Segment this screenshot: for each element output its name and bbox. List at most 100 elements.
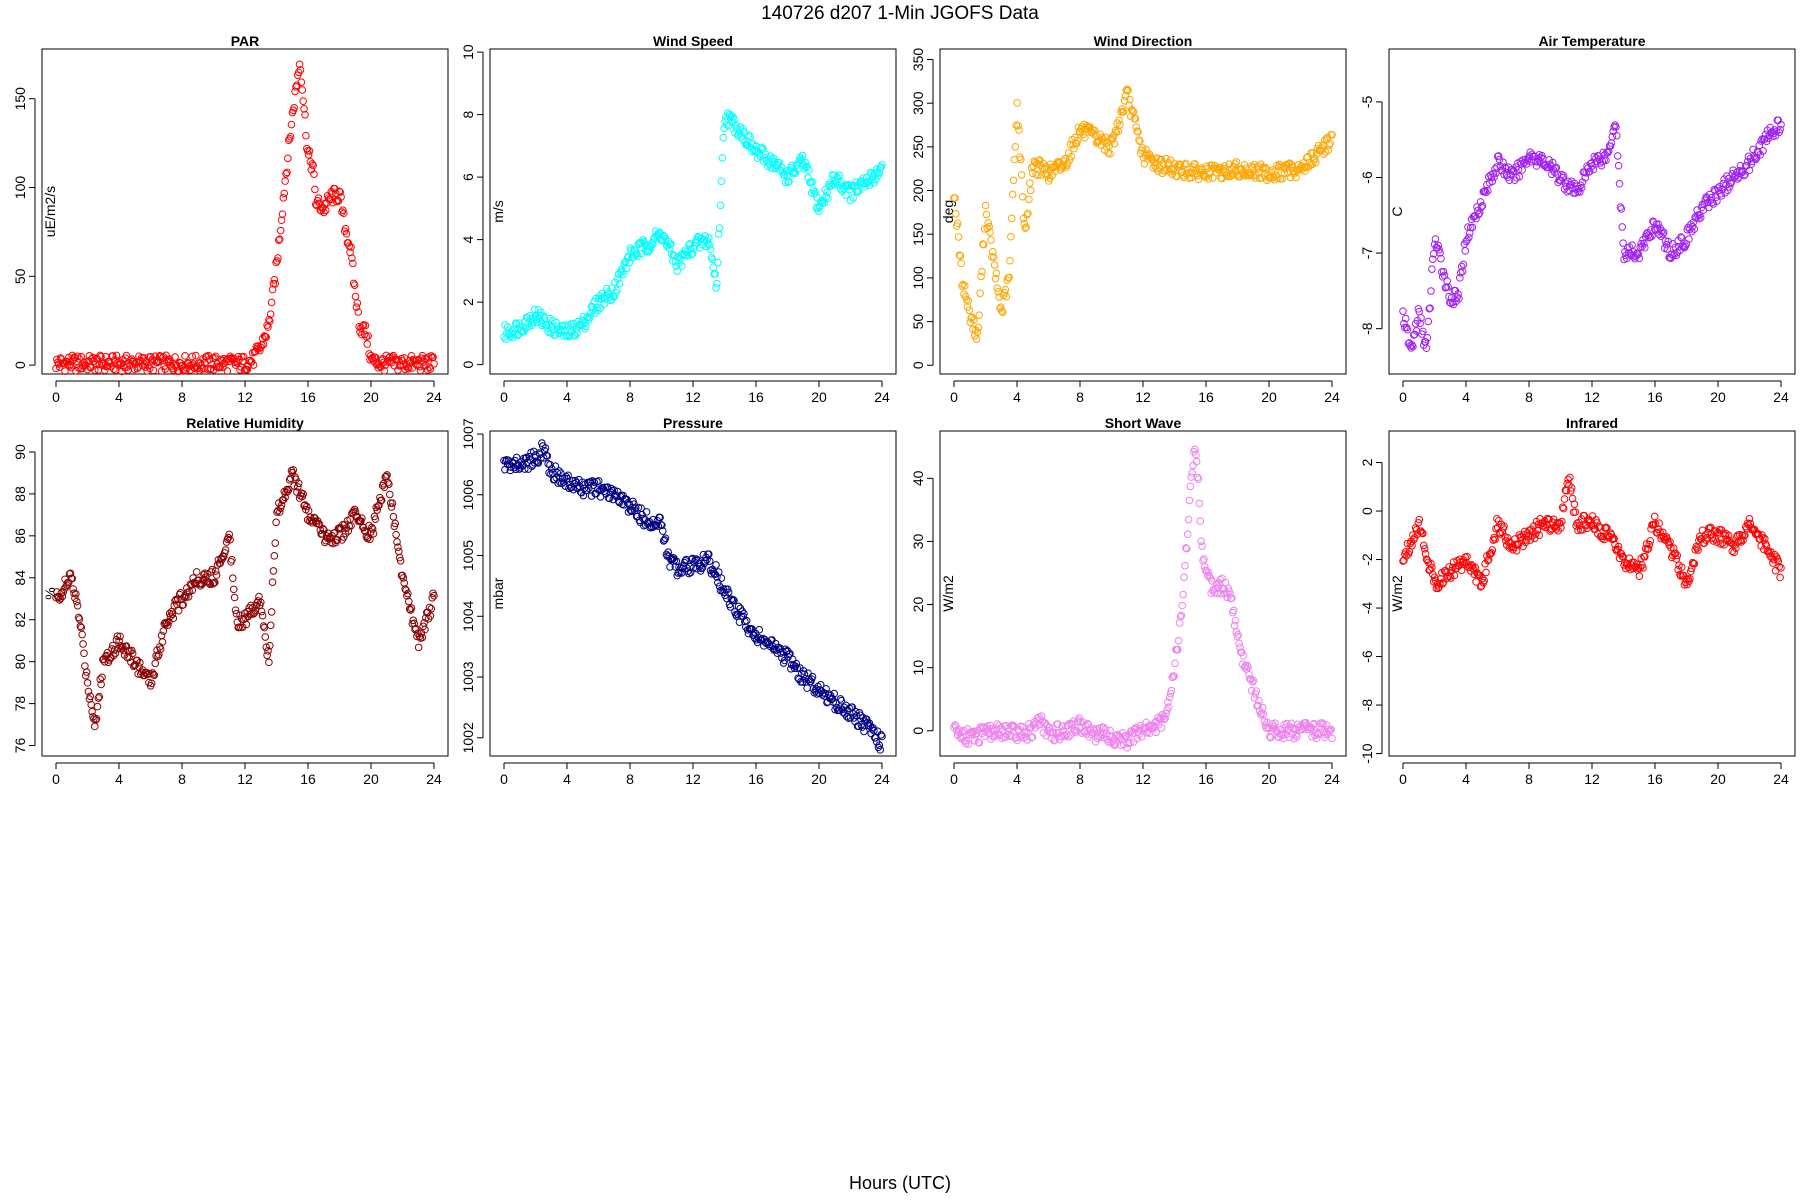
data-point — [1603, 524, 1611, 532]
x-tick-label: 0 — [1399, 389, 1407, 405]
data-point — [742, 616, 751, 625]
x-tick-label: 8 — [1076, 389, 1084, 405]
data-point — [1265, 732, 1274, 741]
y-tick-label: 300 — [910, 91, 926, 115]
data-point — [970, 316, 978, 324]
data-point — [1671, 549, 1680, 558]
data-point — [1657, 232, 1665, 240]
data-point — [1635, 254, 1644, 263]
data-point — [352, 303, 361, 311]
data-point — [555, 467, 563, 475]
data-point — [266, 317, 274, 326]
data-point — [1762, 542, 1771, 550]
data-point — [594, 477, 603, 485]
data-point — [777, 649, 785, 657]
data-point — [1058, 722, 1067, 730]
data-point — [1011, 143, 1020, 151]
data-point — [263, 651, 271, 660]
data-point — [1311, 158, 1320, 167]
data-point — [179, 600, 188, 609]
data-point — [148, 669, 157, 677]
data-point — [212, 571, 221, 579]
data-point — [1236, 172, 1244, 181]
data-point — [1659, 528, 1667, 537]
x-tick-label: 0 — [500, 389, 508, 405]
data-point — [770, 645, 779, 653]
data-point — [1204, 175, 1213, 183]
data-point — [1249, 171, 1258, 180]
data-point — [1733, 175, 1742, 183]
data-point — [1319, 720, 1327, 729]
data-point — [1414, 519, 1423, 527]
data-point — [293, 483, 302, 491]
data-point — [1320, 150, 1328, 158]
data-point — [430, 359, 438, 368]
data-point — [1305, 725, 1314, 734]
data-point — [393, 538, 401, 546]
panel-frame — [1388, 430, 1796, 757]
data-point — [1400, 319, 1408, 328]
data-point — [1192, 457, 1201, 466]
data-point — [282, 170, 290, 178]
data-point — [1049, 728, 1058, 737]
data-point — [553, 469, 562, 477]
x-tick-label: 4 — [1462, 771, 1470, 787]
y-tick-label: 150 — [910, 222, 926, 246]
data-point — [353, 299, 362, 307]
x-tick-label: 24 — [874, 389, 890, 405]
data-point — [730, 115, 738, 124]
panel-par: PAR 0 4 8 12 16 20 24 0 50 100 150 uE/m2/s — [12, 33, 449, 405]
y-tick-label: 1005 — [460, 540, 476, 571]
data-point — [281, 493, 289, 502]
data-point — [98, 673, 106, 682]
y-tick-label: -2 — [1359, 553, 1375, 566]
data-point — [187, 581, 196, 589]
data-points-par — [52, 60, 438, 376]
data-point — [1083, 719, 1092, 728]
data-point — [1640, 552, 1649, 561]
data-point — [262, 643, 271, 651]
data-point — [304, 151, 313, 159]
data-point — [590, 478, 599, 486]
data-point — [383, 471, 391, 479]
data-points-wind_direction — [950, 85, 1336, 343]
data-point — [206, 365, 215, 374]
data-point — [805, 166, 813, 175]
data-point — [115, 637, 123, 645]
data-point — [548, 323, 556, 332]
data-point — [1664, 237, 1673, 246]
data-point — [1005, 273, 1013, 282]
data-point — [613, 275, 622, 283]
data-point — [684, 251, 692, 260]
data-point — [1476, 198, 1485, 206]
data-point — [122, 642, 131, 650]
data-point — [1173, 645, 1182, 654]
data-point — [301, 110, 309, 119]
x-tick-label: 8 — [178, 771, 186, 787]
data-point — [658, 527, 667, 535]
data-point — [1420, 545, 1429, 553]
data-point — [1462, 237, 1470, 246]
data-point — [631, 504, 640, 512]
data-point — [1435, 245, 1443, 254]
data-point — [1165, 693, 1174, 702]
data-point — [986, 228, 994, 236]
data-point — [1770, 126, 1779, 134]
data-point — [667, 240, 675, 248]
data-point — [1491, 535, 1499, 544]
data-point — [205, 579, 214, 587]
data-point — [351, 507, 360, 516]
data-point — [988, 247, 997, 256]
data-point — [404, 597, 413, 606]
data-point — [566, 331, 574, 339]
data-point — [1116, 121, 1124, 129]
data-point — [358, 322, 367, 330]
data-point — [1023, 211, 1031, 219]
data-point — [1599, 148, 1608, 157]
data-point — [974, 323, 983, 332]
data-point — [1276, 725, 1285, 734]
data-point — [1488, 546, 1497, 554]
data-point — [959, 280, 967, 289]
data-point — [1428, 265, 1436, 273]
data-point — [228, 555, 236, 564]
